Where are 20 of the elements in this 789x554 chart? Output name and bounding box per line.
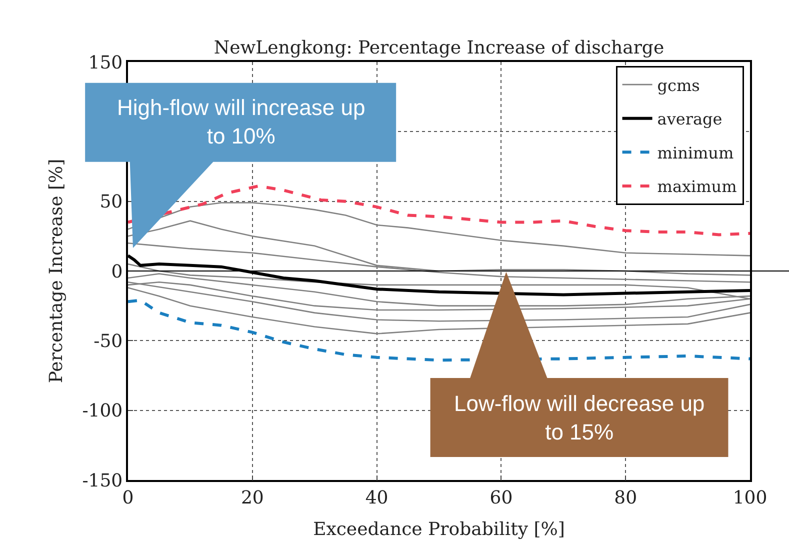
y-tick-label: -100	[82, 400, 123, 422]
legend-label: maximum	[657, 177, 737, 196]
y-tick-label: 150	[88, 52, 123, 74]
legend-label: minimum	[657, 143, 734, 162]
x-tick-label: 100	[732, 487, 768, 508]
x-tick-label: 40	[365, 487, 388, 508]
y-tick-label: 50	[100, 192, 123, 213]
x-tick-label: 80	[614, 487, 638, 508]
legend-label: gcms	[657, 76, 700, 95]
x-tick-label: 20	[240, 487, 264, 508]
y-tick-label: -50	[94, 330, 123, 352]
annotation: Low-flow will decrease up to 15%	[454, 391, 705, 445]
chart-title: NewLengkong: Percentage Increase of discharge	[214, 37, 664, 58]
legend-label: average	[657, 110, 722, 129]
x-axis-title: Exceedance Probability [%]	[313, 518, 565, 540]
y-tick-label: 0	[111, 261, 123, 282]
y-axis-title: Percentage Increase [%]	[46, 158, 67, 384]
annotation: High-flow will increase up to 10%	[117, 95, 366, 149]
x-tick-label: 60	[490, 487, 513, 508]
y-tick-label: -150	[82, 470, 123, 492]
